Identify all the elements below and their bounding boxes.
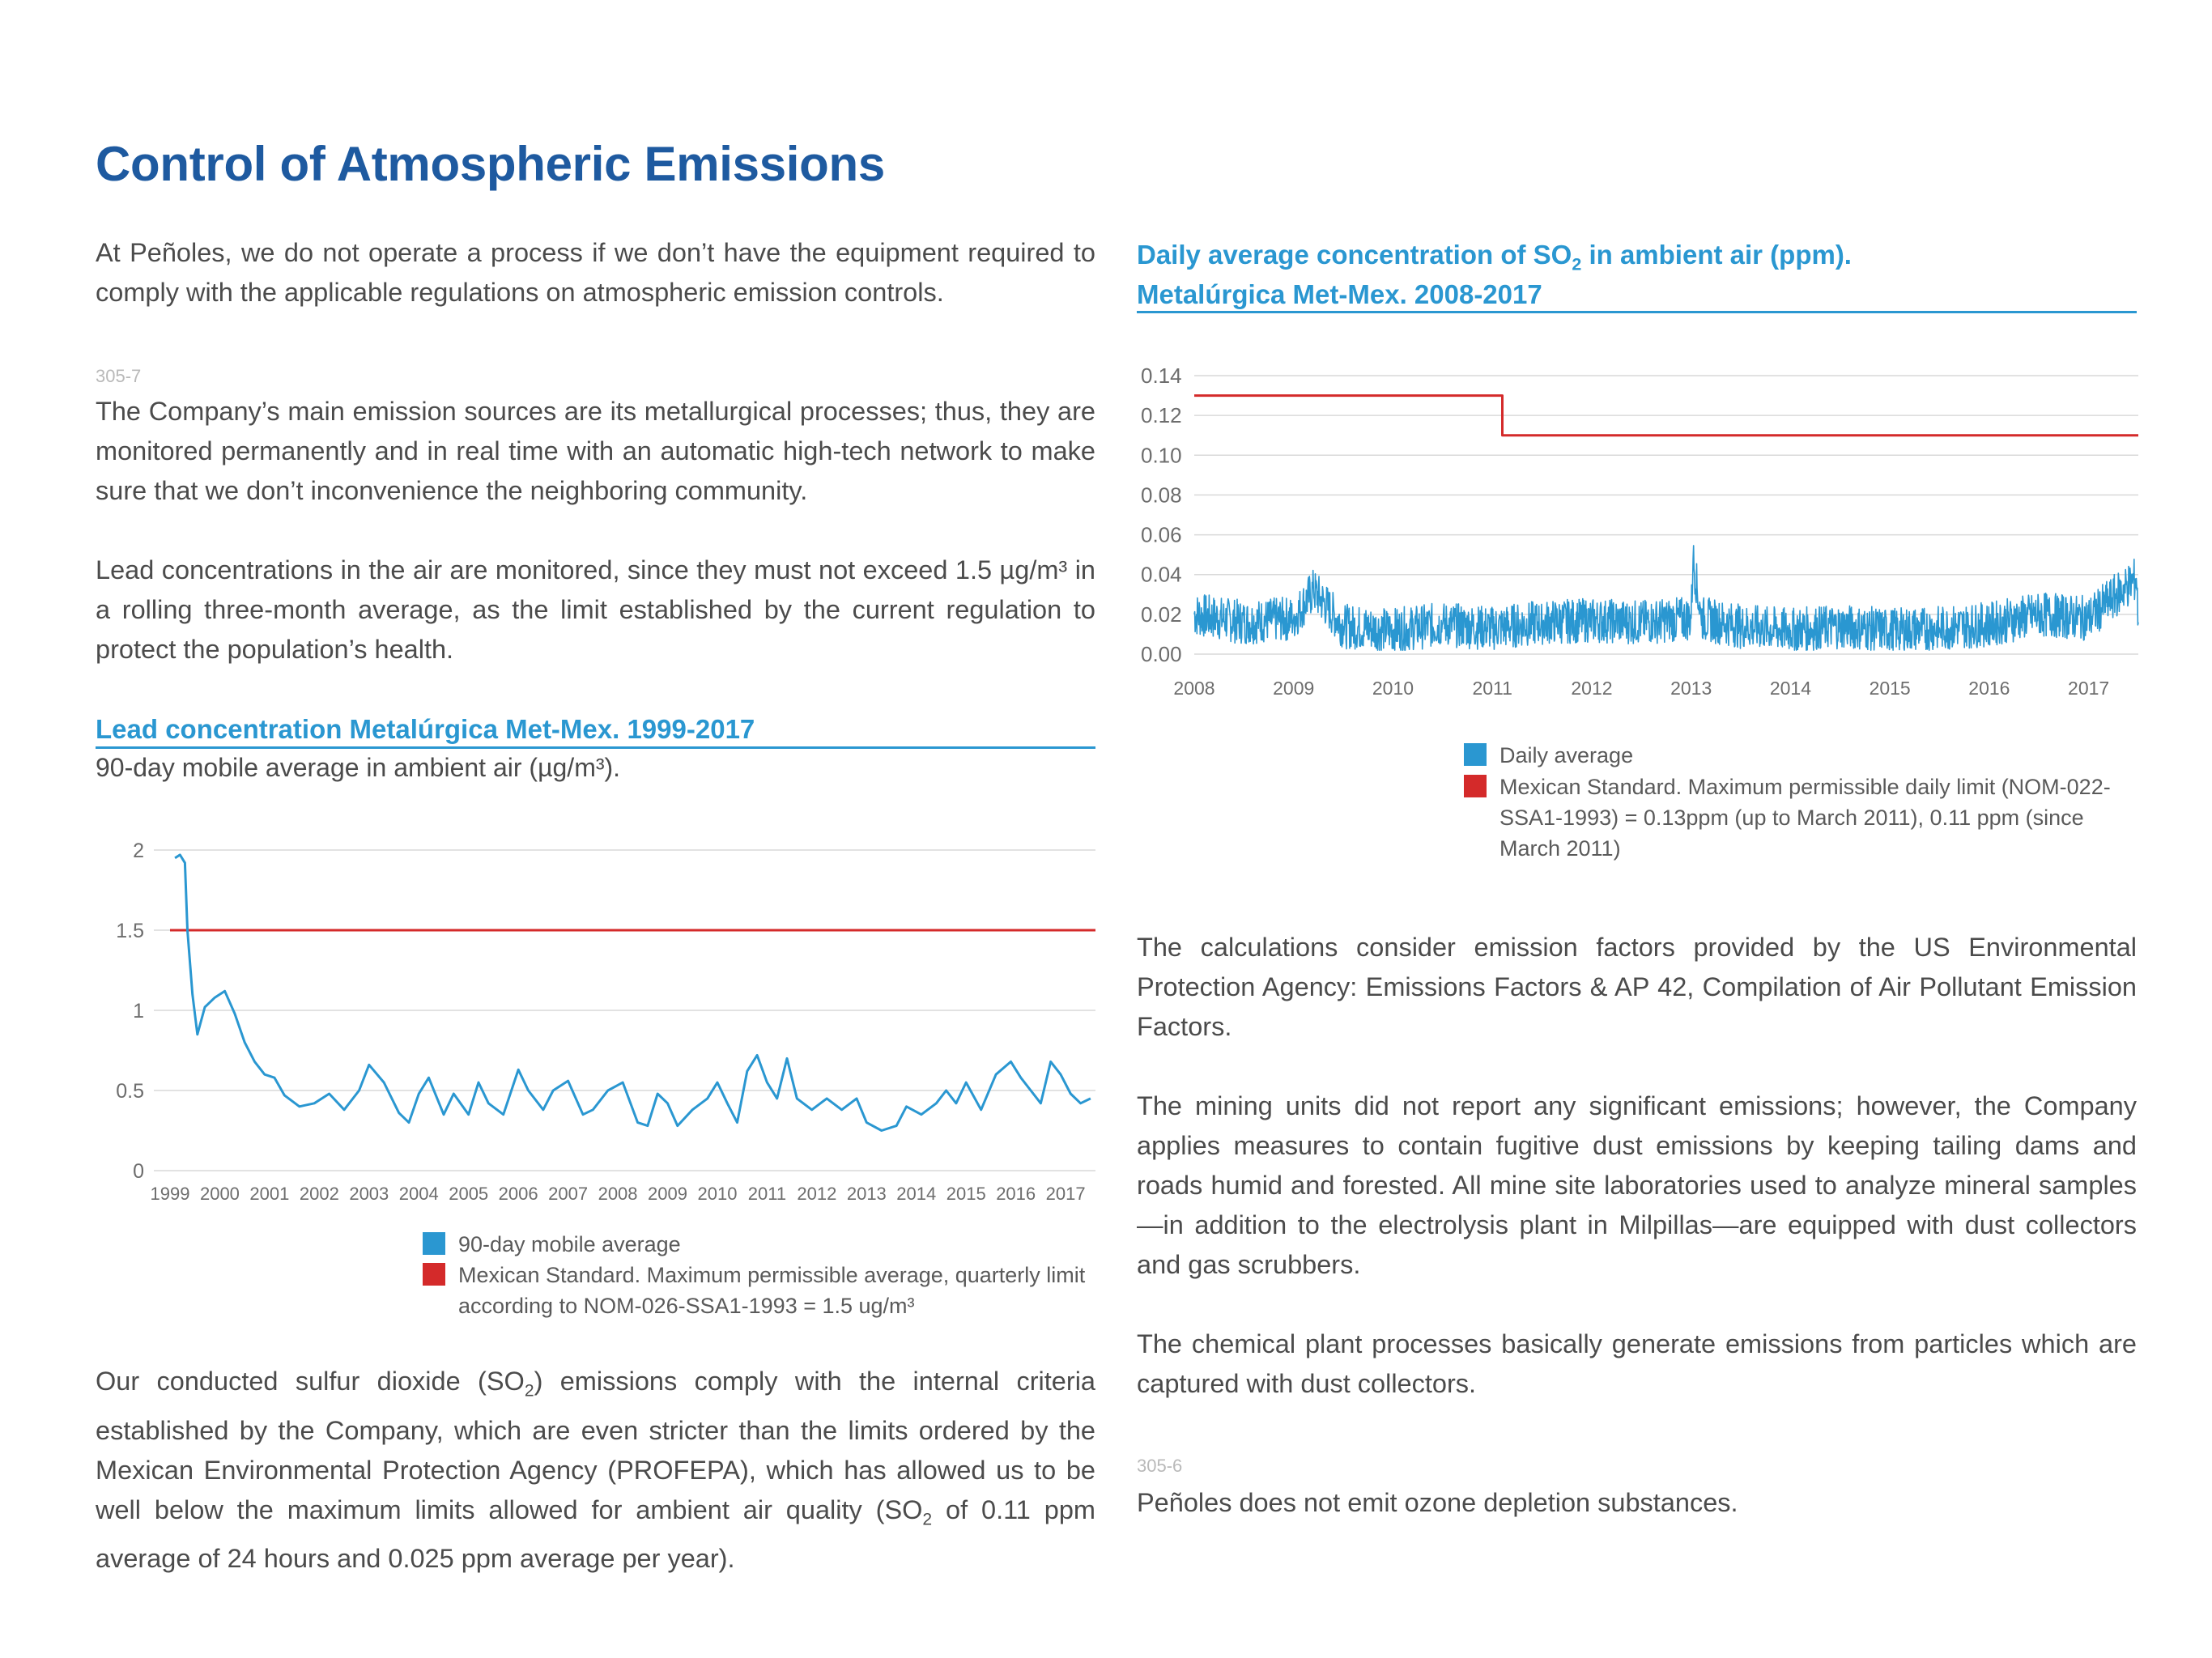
so2-compliance-paragraph: Our conducted sulfur dioxide (SO2) emiss… <box>96 1362 1095 1579</box>
x-tick-label: 2008 <box>598 1184 638 1204</box>
so2-chart-title-a: Daily average concentration of SO <box>1137 240 1572 270</box>
so2-chart-title-b: in ambient air (ppm). <box>1581 240 1852 270</box>
x-tick-label: 2011 <box>748 1184 786 1204</box>
x-tick-label: 2015 <box>946 1184 986 1204</box>
so2-subscript: 2 <box>922 1510 933 1528</box>
so2-text-c: of 0.11 ppm average of 24 hours and 0.02… <box>96 1494 1095 1574</box>
x-tick-label: 2007 <box>548 1184 588 1204</box>
legend-swatch <box>423 1232 445 1255</box>
y-tick-label: 0.02 <box>1141 602 1182 627</box>
x-tick-label: 2013 <box>1670 678 1712 699</box>
x-tick-label: 1999 <box>151 1184 190 1204</box>
x-tick-label: 2008 <box>1173 678 1214 699</box>
y-tick-label: 0 <box>133 1160 144 1183</box>
x-tick-label: 2014 <box>896 1184 936 1204</box>
y-tick-label: 1.5 <box>116 920 144 942</box>
y-tick-label: 0.5 <box>116 1080 144 1103</box>
x-tick-label: 2012 <box>1571 678 1612 699</box>
legend-label: Daily average <box>1499 743 1634 767</box>
x-tick-label: 2011 <box>1472 678 1512 699</box>
so2-legend-item: Daily average <box>1464 740 2136 771</box>
so2-chart-title-line2: Metalúrgica Met-Mex. 2008-2017 <box>1137 279 1542 309</box>
x-tick-label: 2006 <box>499 1184 538 1204</box>
y-tick-label: 0.14 <box>1141 363 1182 388</box>
so2-concentration-chart: 0.00 0.02 0.04 0.06 0.08 0.10 0.12 0.14 2008 2009… <box>1141 363 2139 699</box>
legend-label: Mexican Standard. Maximum permissible da… <box>1499 775 2111 861</box>
data-series-line <box>174 853 1091 1132</box>
x-tick-label: 2014 <box>1770 678 1811 699</box>
x-tick-label: 2013 <box>847 1184 887 1204</box>
chemical-plant-paragraph: The chemical plant processes basically g… <box>1137 1329 2137 1398</box>
legend-swatch <box>1464 775 1487 797</box>
limit-line <box>1194 394 2138 437</box>
x-tick-label: 2017 <box>1046 1184 1086 1204</box>
x-tick-label: 2015 <box>1870 678 1911 699</box>
data-series-line <box>1193 545 2139 651</box>
legend-swatch <box>423 1263 445 1286</box>
x-tick-label: 2000 <box>200 1184 240 1204</box>
y-tick-label: 0.06 <box>1141 523 1182 547</box>
gri-reference: 305-6 <box>1137 1456 1183 1476</box>
lead-legend-item: Mexican Standard. Maximum permissible av… <box>423 1260 1095 1321</box>
x-tick-label: 2017 <box>2068 678 2109 699</box>
lead-chart-subtitle: 90-day mobile average in ambient air (µg… <box>96 753 621 782</box>
ozone-paragraph: Peñoles does not emit ozone depletion su… <box>1137 1488 1738 1517</box>
y-tick-label: 0.04 <box>1141 563 1182 587</box>
y-tick-label: 0.12 <box>1141 403 1182 427</box>
so2-legend-item: Mexican Standard. Maximum permissible da… <box>1464 772 2136 864</box>
x-tick-label: 2012 <box>797 1184 836 1204</box>
x-tick-label: 2010 <box>697 1184 737 1204</box>
x-tick-label: 2016 <box>996 1184 1036 1204</box>
x-tick-label: 2010 <box>1372 678 1414 699</box>
lead-legend-item: 90-day mobile average <box>423 1229 1087 1260</box>
x-tick-label: 2001 <box>249 1184 289 1204</box>
y-tick-label: 0.10 <box>1141 443 1182 467</box>
mining-units-paragraph: The mining units did not report any sign… <box>1137 1091 2137 1279</box>
x-tick-label: 2009 <box>1273 678 1314 699</box>
epa-paragraph: The calculations consider emission facto… <box>1137 933 2137 1041</box>
so2-text-b: ) emissions comply with the internal cri… <box>96 1367 1095 1524</box>
x-tick-label: 2003 <box>349 1184 389 1204</box>
so2-text-a: Our conducted sulfur dioxide (SO <box>96 1367 525 1396</box>
y-tick-label: 0.00 <box>1141 642 1182 666</box>
lead-chart-title: Lead concentration Metalúrgica Met-Mex. … <box>96 714 755 744</box>
legend-swatch <box>1464 743 1487 766</box>
so2-chart-title-sub: 2 <box>1572 254 1582 274</box>
x-tick-label: 2016 <box>1968 678 2010 699</box>
page-title: Control of Atmospheric Emissions <box>96 137 885 191</box>
intro-paragraph: At Peñoles, we do not operate a process … <box>96 238 1095 307</box>
lead-monitoring-paragraph: Lead concentrations in the air are monit… <box>96 555 1095 664</box>
lead-chart-divider <box>96 746 1095 749</box>
so2-chart-divider <box>1137 311 2137 313</box>
gri-reference: 305-7 <box>96 366 142 386</box>
emission-sources-paragraph: The Company’s main emission sources are … <box>96 397 1095 505</box>
y-tick-label: 2 <box>133 840 144 862</box>
y-tick-label: 0.08 <box>1141 483 1182 507</box>
so2-chart-title: Daily average concentration of SO2 in am… <box>1137 235 1852 285</box>
x-tick-label: 2005 <box>449 1184 488 1204</box>
x-tick-label: 2002 <box>300 1184 339 1204</box>
legend-label: 90-day mobile average <box>458 1232 681 1256</box>
legend-label: Mexican Standard. Maximum permissible av… <box>458 1263 1086 1318</box>
y-tick-label: 1 <box>133 1000 144 1022</box>
lead-concentration-chart: 0 0.5 1 1.5 2 1999 2000 2001 2002 2003 2004 2005 200… <box>116 840 1095 1204</box>
so2-subscript: 2 <box>524 1381 534 1401</box>
x-tick-label: 2009 <box>648 1184 687 1204</box>
x-tick-label: 2004 <box>399 1184 439 1204</box>
